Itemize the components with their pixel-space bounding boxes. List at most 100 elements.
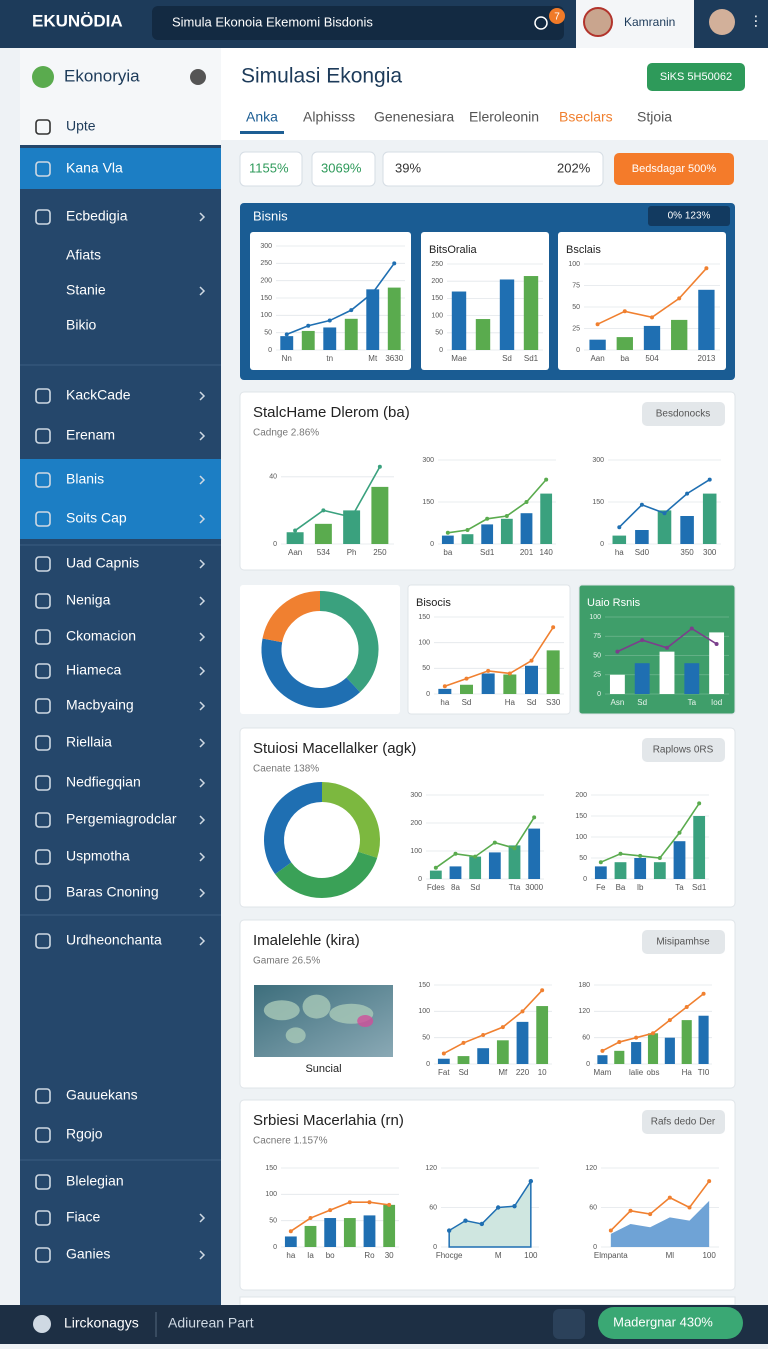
- stat-box: [239, 151, 303, 187]
- chevron: [199, 632, 206, 642]
- bar: [496, 1040, 509, 1064]
- sidebar-item[interactable]: Soits Cap: [66, 510, 127, 526]
- sidebar-item[interactable]: Bikio: [66, 317, 97, 333]
- brand-icon: [32, 66, 54, 88]
- bar: [437, 1058, 450, 1064]
- bar: [304, 1225, 317, 1247]
- sidebar-item[interactable]: Stanie: [66, 282, 106, 298]
- y-tick-label: 100: [418, 640, 430, 647]
- x-tick-label: 100: [524, 1251, 538, 1260]
- sidebar-item[interactable]: Riellaia: [66, 734, 112, 750]
- sidebar-item[interactable]: Baras Cnoning: [66, 884, 159, 900]
- y-tick-label: 200: [431, 278, 443, 285]
- section-button[interactable]: [642, 1110, 725, 1134]
- line: [444, 626, 554, 688]
- point: [622, 309, 627, 314]
- chevron: [199, 514, 206, 524]
- x-tick-label: 504: [645, 354, 659, 363]
- sidebar-item[interactable]: Uspmotha: [66, 848, 130, 864]
- x-tick-label: Fat: [438, 1068, 450, 1077]
- x-tick-label: Iod: [711, 698, 722, 707]
- sidebar-item[interactable]: Fiace: [66, 1209, 100, 1225]
- x-tick-label: Sd1: [480, 548, 495, 557]
- stats-button[interactable]: [614, 153, 734, 185]
- stat-value: 1155%: [249, 160, 289, 175]
- y-tick-label: 150: [260, 295, 272, 302]
- chevron: [199, 1250, 206, 1260]
- footer-icon-button[interactable]: [553, 1309, 585, 1339]
- point: [651, 1031, 655, 1036]
- point: [595, 322, 600, 327]
- sidebar-item[interactable]: Blelegian: [66, 1173, 124, 1189]
- point: [433, 865, 438, 870]
- sidebar-item[interactable]: Uad Capnis: [66, 555, 139, 571]
- point: [520, 1009, 525, 1014]
- sidebar-item[interactable]: Erenam: [66, 427, 115, 443]
- x-tick-label: Fe: [596, 883, 606, 892]
- bar: [684, 663, 700, 694]
- sidebar-item[interactable]: Kana Vla: [66, 160, 123, 176]
- point: [442, 684, 447, 689]
- sidebar-item[interactable]: Ecbedigia: [66, 208, 128, 224]
- sidebar-item[interactable]: KackCade: [66, 387, 131, 403]
- x-tick-label: ha: [440, 698, 449, 707]
- avatar-2[interactable]: [709, 9, 735, 35]
- y-tick-label: 100: [260, 312, 272, 319]
- y-tick-label: 50: [264, 330, 272, 337]
- sidebar-item[interactable]: Rgojo: [66, 1126, 103, 1142]
- section-button[interactable]: [642, 402, 725, 426]
- search-box[interactable]: [152, 6, 564, 40]
- notify-icon[interactable]: [534, 16, 548, 30]
- section-button[interactable]: [642, 738, 725, 762]
- sidebar-icon: [35, 775, 51, 791]
- x-tick-label: Sd: [637, 698, 647, 707]
- sidebar-item[interactable]: Ckomacion: [66, 628, 136, 644]
- sidebar-item[interactable]: Blanis: [66, 471, 104, 487]
- section-button[interactable]: [642, 930, 725, 954]
- tab[interactable]: Bseclars: [559, 109, 613, 125]
- x-tick-label: Sd: [459, 1068, 469, 1077]
- sidebar-item[interactable]: Upte: [66, 118, 96, 134]
- footer-button[interactable]: [598, 1307, 743, 1339]
- y-tick-label: 100: [575, 834, 587, 841]
- tab[interactable]: Anka: [246, 109, 278, 125]
- section-button-text: Misipamhse: [656, 937, 710, 948]
- x-tick-label: 250: [373, 548, 387, 557]
- y-tick-label: 300: [410, 792, 422, 799]
- sidebar-item[interactable]: Urdheonchanta: [66, 932, 162, 948]
- tab[interactable]: Genenesiara: [374, 109, 454, 125]
- sidebar-item[interactable]: Macbyaing: [66, 697, 134, 713]
- sidebar-brand: Ekonoryia: [64, 66, 140, 85]
- tab[interactable]: Stjoia: [637, 109, 672, 125]
- bar: [589, 339, 606, 350]
- chevron: [199, 738, 206, 748]
- sidebar-item[interactable]: Gauuekans: [66, 1087, 138, 1103]
- x-tick-label: 140: [539, 548, 553, 557]
- y-tick-label: 0: [583, 876, 587, 883]
- sidebar-item[interactable]: Ganies: [66, 1246, 110, 1262]
- user-name: Kamranin: [624, 15, 675, 29]
- bar: [508, 845, 521, 879]
- point: [677, 830, 682, 835]
- chevron: [199, 391, 206, 401]
- footer-link[interactable]: Adiurean Part: [168, 1315, 254, 1331]
- y-tick-label: 0: [426, 691, 430, 698]
- chevron: [199, 286, 206, 296]
- y-tick-label: 60: [582, 1035, 590, 1042]
- x-tick-label: Sd: [502, 354, 512, 363]
- x-tick-label: 10: [538, 1068, 547, 1077]
- sidebar-item[interactable]: Nedfiegqian: [66, 774, 141, 790]
- bar: [461, 534, 474, 544]
- avatar[interactable]: [583, 7, 613, 37]
- y-tick-label: 150: [418, 614, 430, 621]
- brand-user-icon[interactable]: [190, 69, 206, 85]
- tab[interactable]: Eleroleonin: [469, 109, 539, 125]
- sidebar-item[interactable]: Neniga: [66, 592, 111, 608]
- footer-icon: [33, 1315, 51, 1333]
- tab[interactable]: Alphisss: [303, 109, 355, 125]
- sidebar-item[interactable]: Afiats: [66, 247, 101, 263]
- sidebar-item[interactable]: Pergemiagrodclar: [66, 811, 177, 827]
- x-tick-label: 100: [702, 1251, 716, 1260]
- sidebar-item[interactable]: Hiameca: [66, 662, 121, 678]
- stat-value: 202%: [557, 160, 591, 175]
